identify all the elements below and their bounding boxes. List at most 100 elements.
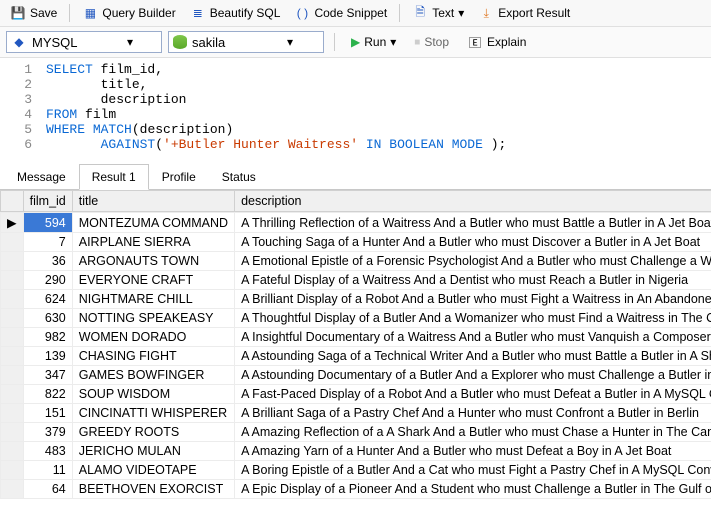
cell-title[interactable]: CHASING FIGHT bbox=[72, 347, 234, 366]
chevron-down-icon[interactable]: ▾ bbox=[127, 35, 133, 49]
table-row[interactable]: 982WOMEN DORADOA Insightful Documentary … bbox=[1, 328, 711, 347]
table-row[interactable]: 64BEETHOVEN EXORCISTA Epic Display of a … bbox=[1, 480, 711, 499]
column-header-description[interactable]: description bbox=[235, 191, 711, 212]
table-row[interactable]: 139CHASING FIGHTA Astounding Saga of a T… bbox=[1, 347, 711, 366]
cell-description[interactable]: A Thrilling Reflection of a Waitress And… bbox=[235, 213, 711, 233]
cell-description[interactable]: A Brilliant Display of a Robot And a But… bbox=[235, 290, 711, 309]
cell-description[interactable]: A Epic Display of a Pioneer And a Studen… bbox=[235, 480, 711, 499]
cell-film-id[interactable]: 624 bbox=[23, 290, 72, 309]
table-row[interactable]: 7AIRPLANE SIERRAA Touching Saga of a Hun… bbox=[1, 233, 711, 252]
keyword: AGAINST bbox=[101, 137, 156, 152]
cell-description[interactable]: A Astounding Saga of a Technical Writer … bbox=[235, 347, 711, 366]
row-marker bbox=[1, 385, 24, 404]
export-label: Export Result bbox=[498, 6, 570, 20]
cell-description[interactable]: A Amazing Reflection of a A Shark And a … bbox=[235, 423, 711, 442]
table-row[interactable]: 822SOUP WISDOMA Fast-Paced Display of a … bbox=[1, 385, 711, 404]
table-row[interactable]: 483JERICHO MULANA Amazing Yarn of a Hunt… bbox=[1, 442, 711, 461]
cell-film-id[interactable]: 139 bbox=[23, 347, 72, 366]
tab-message[interactable]: Message bbox=[4, 164, 79, 189]
cell-film-id[interactable]: 379 bbox=[23, 423, 72, 442]
explain-button[interactable]: 🄴 Explain bbox=[461, 32, 532, 52]
cell-title[interactable]: MONTEZUMA COMMAND bbox=[72, 213, 234, 233]
table-row[interactable]: 347GAMES BOWFINGERA Astounding Documenta… bbox=[1, 366, 711, 385]
cell-film-id[interactable]: 982 bbox=[23, 328, 72, 347]
cell-title[interactable]: NIGHTMARE CHILL bbox=[72, 290, 234, 309]
sql-editor[interactable]: 1SELECT film_id, 2 title, 3 description … bbox=[0, 58, 711, 160]
save-button[interactable]: 💾 Save bbox=[4, 3, 63, 23]
cell-description[interactable]: A Boring Epistle of a Butler And a Cat w… bbox=[235, 461, 711, 480]
cell-description[interactable]: A Brilliant Saga of a Pastry Chef And a … bbox=[235, 404, 711, 423]
cell-title[interactable]: CINCINATTI WHISPERER bbox=[72, 404, 234, 423]
stop-icon: ■ bbox=[414, 37, 420, 48]
cell-title[interactable]: NOTTING SPEAKEASY bbox=[72, 309, 234, 328]
table-row[interactable]: 11ALAMO VIDEOTAPEA Boring Epistle of a B… bbox=[1, 461, 711, 480]
cell-description[interactable]: A Insightful Documentary of a Waitress A… bbox=[235, 328, 711, 347]
snippet-button[interactable]: ( ) Code Snippet bbox=[288, 3, 393, 23]
cell-description[interactable]: A Fast-Paced Display of a Robot And a Bu… bbox=[235, 385, 711, 404]
row-marker bbox=[1, 404, 24, 423]
stop-button[interactable]: ■ Stop bbox=[408, 33, 455, 51]
cell-description[interactable]: A Amazing Yarn of a Hunter And a Butler … bbox=[235, 442, 711, 461]
cell-title[interactable]: SOUP WISDOM bbox=[72, 385, 234, 404]
cell-film-id[interactable]: 630 bbox=[23, 309, 72, 328]
table-row[interactable]: 630NOTTING SPEAKEASYA Thoughtful Display… bbox=[1, 309, 711, 328]
table-row[interactable]: 36ARGONAUTS TOWNA Emotional Epistle of a… bbox=[1, 252, 711, 271]
tab-result[interactable]: Result 1 bbox=[79, 164, 149, 190]
cell-title[interactable]: JERICHO MULAN bbox=[72, 442, 234, 461]
cell-title[interactable]: AIRPLANE SIERRA bbox=[72, 233, 234, 252]
table-row[interactable]: 151CINCINATTI WHISPERERA Brilliant Saga … bbox=[1, 404, 711, 423]
cell-title[interactable]: GAMES BOWFINGER bbox=[72, 366, 234, 385]
cell-film-id[interactable]: 822 bbox=[23, 385, 72, 404]
chevron-down-icon[interactable]: ▾ bbox=[287, 35, 293, 49]
text-button[interactable]: 🗎 Text ▾ bbox=[406, 3, 470, 23]
cell-film-id[interactable]: 151 bbox=[23, 404, 72, 423]
engine-icon: ◆ bbox=[11, 34, 27, 50]
cell-title[interactable]: ALAMO VIDEOTAPE bbox=[72, 461, 234, 480]
row-marker bbox=[1, 366, 24, 385]
beautify-button[interactable]: ≣ Beautify SQL bbox=[184, 3, 287, 23]
row-marker bbox=[1, 290, 24, 309]
cell-title[interactable]: EVERYONE CRAFT bbox=[72, 271, 234, 290]
column-header-film-id[interactable]: film_id bbox=[23, 191, 72, 212]
table-row[interactable]: 624NIGHTMARE CHILLA Brilliant Display of… bbox=[1, 290, 711, 309]
query-builder-label: Query Builder bbox=[102, 6, 175, 20]
cell-film-id[interactable]: 594 bbox=[23, 213, 72, 233]
cell-title[interactable]: ARGONAUTS TOWN bbox=[72, 252, 234, 271]
query-builder-button[interactable]: ▦ Query Builder bbox=[76, 3, 181, 23]
row-marker bbox=[1, 461, 24, 480]
row-marker bbox=[1, 480, 24, 499]
engine-dropdown[interactable]: ◆ MYSQL ▾ bbox=[6, 31, 162, 53]
row-marker-header bbox=[1, 191, 24, 212]
table-row[interactable]: 379GREEDY ROOTSA Amazing Reflection of a… bbox=[1, 423, 711, 442]
tab-profile[interactable]: Profile bbox=[149, 164, 209, 189]
keyword: WHERE bbox=[46, 122, 85, 137]
text-icon: 🗎 bbox=[412, 5, 428, 21]
tab-status[interactable]: Status bbox=[209, 164, 269, 189]
column-header-title[interactable]: title bbox=[72, 191, 234, 212]
cell-description[interactable]: A Fateful Display of a Waitress And a De… bbox=[235, 271, 711, 290]
cell-description[interactable]: A Thoughtful Display of a Butler And a W… bbox=[235, 309, 711, 328]
cell-film-id[interactable]: 36 bbox=[23, 252, 72, 271]
export-button[interactable]: ⤓ Export Result bbox=[472, 3, 576, 23]
table-row[interactable]: 290EVERYONE CRAFTA Fateful Display of a … bbox=[1, 271, 711, 290]
save-label: Save bbox=[30, 6, 57, 20]
cell-description[interactable]: A Astounding Documentary of a Butler And… bbox=[235, 366, 711, 385]
cell-film-id[interactable]: 483 bbox=[23, 442, 72, 461]
keyword: MATCH bbox=[93, 122, 132, 137]
cell-film-id[interactable]: 7 bbox=[23, 233, 72, 252]
cell-description[interactable]: A Emotional Epistle of a Forensic Psycho… bbox=[235, 252, 711, 271]
query-builder-icon: ▦ bbox=[82, 5, 98, 21]
cell-film-id[interactable]: 11 bbox=[23, 461, 72, 480]
cell-film-id[interactable]: 347 bbox=[23, 366, 72, 385]
row-marker bbox=[1, 442, 24, 461]
database-dropdown[interactable]: sakila ▾ bbox=[168, 31, 324, 53]
table-row[interactable]: ▶594MONTEZUMA COMMANDA Thrilling Reflect… bbox=[1, 213, 711, 233]
cell-title[interactable]: GREEDY ROOTS bbox=[72, 423, 234, 442]
cell-title[interactable]: BEETHOVEN EXORCIST bbox=[72, 480, 234, 499]
cell-description[interactable]: A Touching Saga of a Hunter And a Butler… bbox=[235, 233, 711, 252]
line-number: 6 bbox=[0, 137, 46, 152]
cell-title[interactable]: WOMEN DORADO bbox=[72, 328, 234, 347]
cell-film-id[interactable]: 64 bbox=[23, 480, 72, 499]
run-button[interactable]: ▶ Run ▾ bbox=[345, 33, 402, 51]
cell-film-id[interactable]: 290 bbox=[23, 271, 72, 290]
